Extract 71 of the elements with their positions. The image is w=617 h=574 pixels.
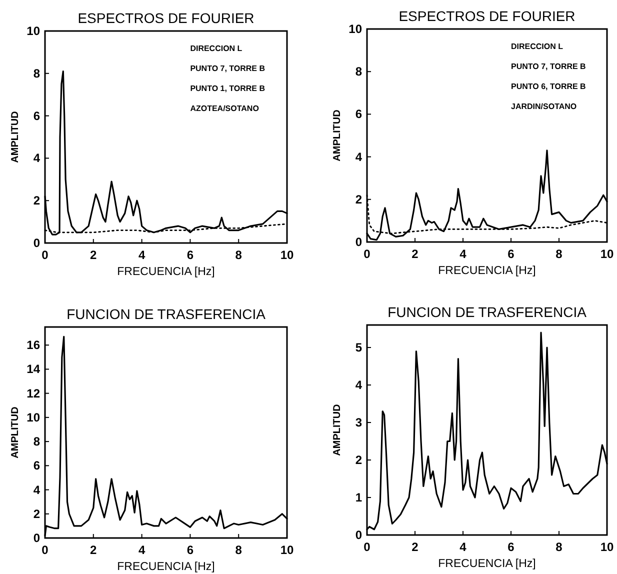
x-tick-label: 2 [90, 248, 98, 262]
y-tick-label: 4 [33, 482, 40, 497]
x-tick-label: 4 [138, 543, 146, 557]
y-tick-label: 4 [355, 150, 362, 164]
x-tick-label: 6 [508, 540, 515, 554]
x-tick-label: 6 [186, 248, 194, 262]
y-tick-label: 2 [33, 506, 40, 521]
x-tick-label: 6 [508, 247, 515, 261]
y-tick-label: 16 [26, 338, 40, 352]
y-tick-label: 12 [26, 386, 40, 400]
y-axis-title: AMPLITUD [10, 111, 21, 163]
x-tick-label: 2 [412, 540, 419, 554]
x-tick-label: 10 [280, 248, 294, 262]
x-axis-title: FRECUENCIA [Hz] [117, 561, 215, 573]
y-tick-label: 10 [348, 22, 362, 36]
chart-title: FUNCION DE TRASFERENCIA [66, 306, 266, 322]
y-tick-label: 10 [26, 24, 40, 38]
annotation: JARDIN/SOTANO [511, 102, 577, 111]
x-tick-label: 4 [138, 248, 146, 262]
x-tick-label: 10 [600, 540, 614, 554]
y-tick-label: 14 [26, 362, 40, 376]
x-tick-label: 8 [556, 247, 563, 261]
x-tick-label: 10 [600, 247, 614, 261]
x-tick-label: 0 [42, 543, 49, 557]
y-tick-label: 4 [355, 378, 362, 392]
y-tick-label: 8 [33, 66, 40, 80]
annotation: PUNTO 1, TORRE B [190, 84, 266, 93]
y-tick-label: 6 [33, 108, 40, 123]
x-tick-label: 0 [364, 540, 371, 554]
y-tick-label: 5 [355, 340, 362, 354]
x-axis-title: FRECUENCIA [Hz] [438, 558, 536, 570]
y-tick-label: 2 [355, 192, 362, 206]
chart-title: FUNCION DE TRASFERENCIA [388, 304, 588, 320]
annotation: DIRECCION L [190, 44, 242, 53]
y-tick-label: 8 [33, 434, 40, 449]
x-tick-label: 0 [42, 248, 49, 262]
annotation: PUNTO 7, TORRE B [511, 62, 586, 71]
x-tick-label: 0 [364, 247, 371, 261]
y-tick-label: 10 [26, 410, 40, 424]
x-tick-label: 4 [460, 247, 467, 261]
y-tick-label: 2 [355, 453, 362, 467]
y-tick-label: 3 [355, 416, 362, 430]
annotation: AZOTEA/SOTANO [190, 104, 259, 113]
y-tick-label: 0 [33, 236, 40, 250]
x-axis-title: FRECUENCIA [Hz] [438, 265, 536, 277]
y-tick-label: 4 [33, 151, 40, 166]
x-tick-label: 8 [235, 248, 242, 262]
y-axis-title: AMPLITUD [332, 110, 343, 162]
y-tick-label: 0 [355, 235, 362, 249]
x-tick-label: 10 [280, 543, 294, 557]
y-tick-label: 6 [355, 107, 362, 122]
y-tick-label: 8 [355, 64, 362, 79]
x-tick-label: 2 [412, 247, 419, 261]
chart-title: ESPECTROS DE FOURIER [78, 10, 254, 26]
x-tick-label: 8 [235, 543, 242, 557]
annotation: PUNTO 6, TORRE B [511, 82, 586, 91]
y-axis-title: AMPLITUD [10, 406, 21, 458]
x-axis-title: FRECUENCIA [Hz] [117, 266, 215, 278]
y-tick-label: 1 [355, 490, 362, 504]
x-tick-label: 2 [90, 543, 98, 557]
y-tick-label: 2 [33, 194, 40, 208]
x-tick-label: 6 [186, 543, 194, 557]
x-tick-label: 8 [556, 540, 563, 554]
x-tick-label: 4 [460, 540, 467, 554]
y-tick-label: 6 [33, 458, 40, 473]
annotation: DIRECCION L [511, 42, 564, 51]
y-tick-label: 0 [355, 528, 362, 542]
chart-title: ESPECTROS DE FOURIER [398, 8, 576, 24]
annotation: PUNTO 7, TORRE B [190, 64, 266, 73]
y-axis-title: AMPLITUD [332, 404, 343, 456]
y-tick-label: 0 [33, 531, 40, 545]
